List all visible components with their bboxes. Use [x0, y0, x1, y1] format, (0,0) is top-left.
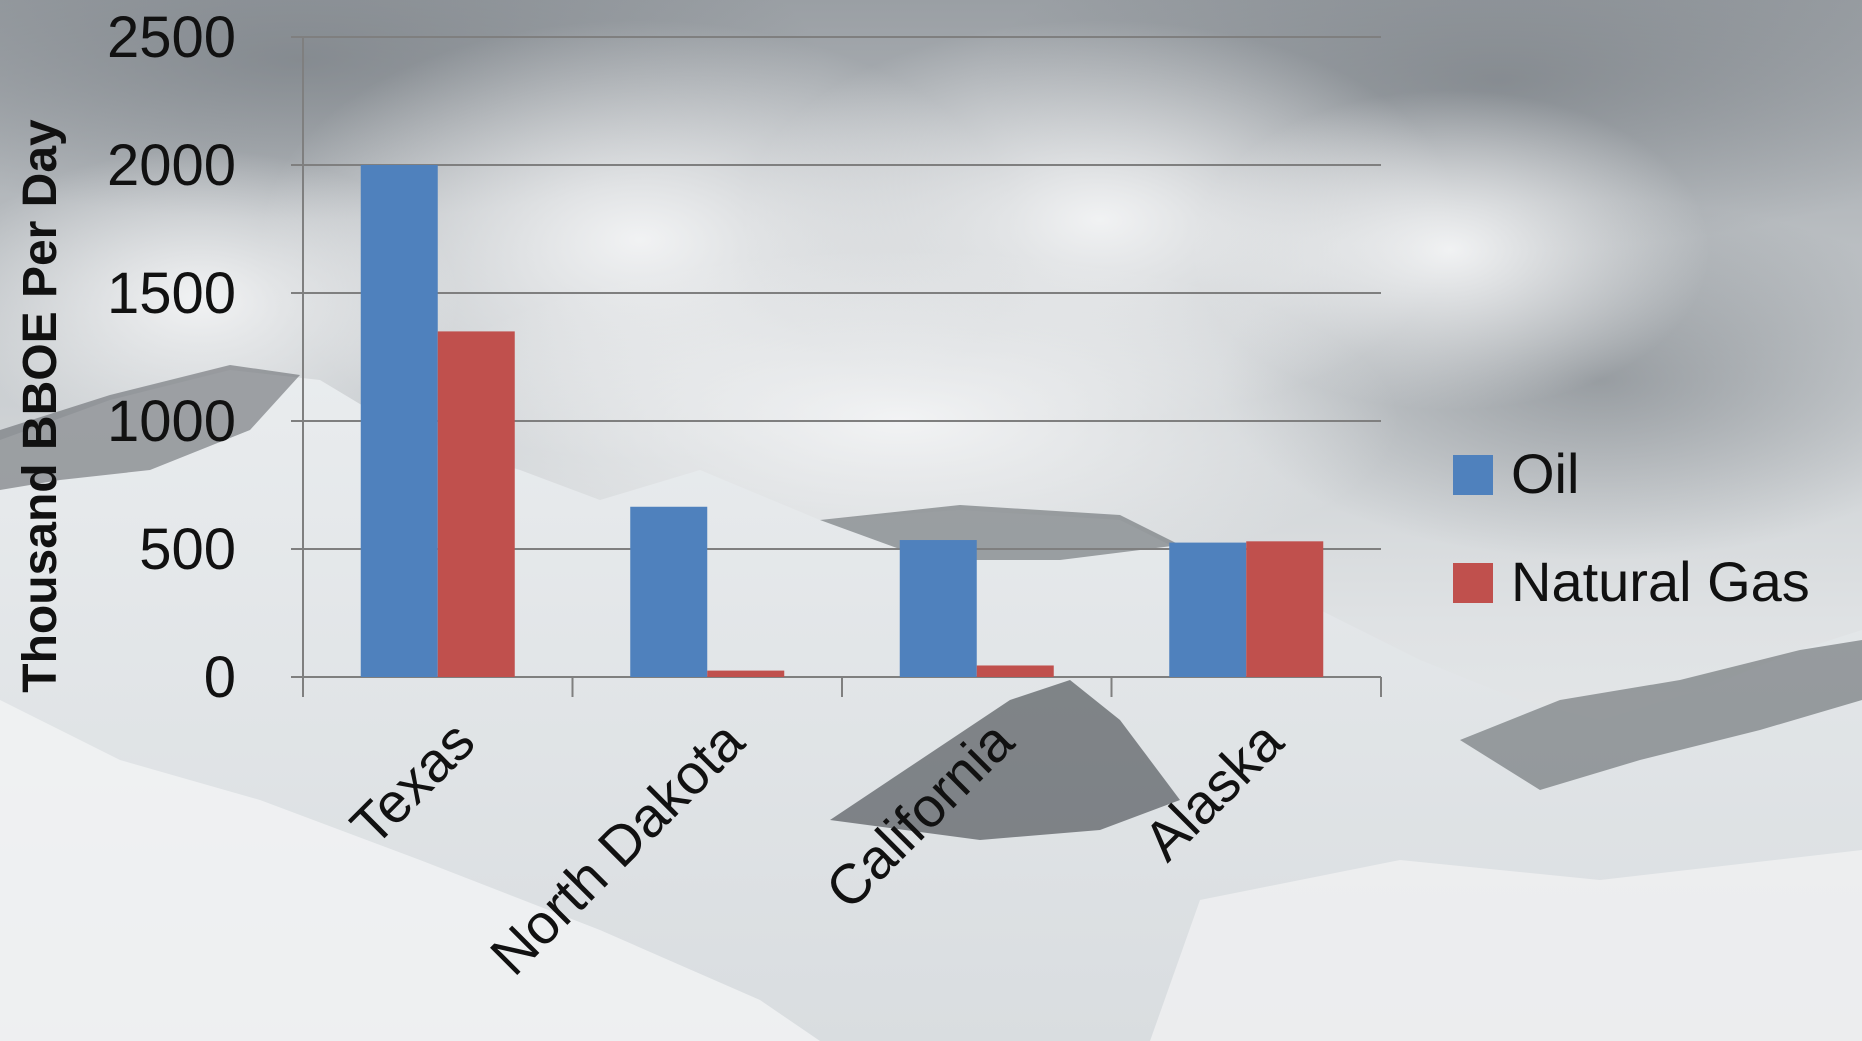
- bars: [360, 165, 1324, 677]
- y-tick-label-4: 2000: [107, 133, 236, 198]
- bar-texas-oil: [360, 165, 438, 677]
- bar-north-dakota-oil: [630, 506, 708, 677]
- y-axis-label: Thousand BBOE Per Day: [14, 119, 67, 693]
- bar-alaska-natural-gas: [1246, 541, 1324, 677]
- legend-label-natural-gas: Natural Gas: [1511, 550, 1810, 613]
- legend: Oil Natural Gas: [1453, 442, 1810, 613]
- bar-north-dakota-natural-gas: [707, 670, 785, 677]
- x-category-label-1: North Dakota: [478, 708, 756, 986]
- y-tick-label-2: 1000: [107, 389, 236, 454]
- y-tick-label-0: 0: [204, 645, 236, 710]
- x-category-label-2: California: [813, 708, 1025, 920]
- bar-alaska-oil: [1169, 542, 1247, 677]
- y-tick-label-3: 1500: [107, 261, 236, 326]
- x-category-label-3: Alaska: [1131, 708, 1295, 872]
- y-tick-label-5: 2500: [107, 5, 236, 70]
- legend-swatch-oil: [1453, 455, 1493, 495]
- x-category-label-0: Texas: [338, 709, 486, 857]
- bar-texas-natural-gas: [437, 331, 515, 677]
- legend-swatch-natural-gas: [1453, 563, 1493, 603]
- bar-california-oil: [899, 540, 977, 677]
- legend-label-oil: Oil: [1511, 442, 1579, 505]
- bar-california-natural-gas: [976, 665, 1054, 677]
- y-tick-label-1: 500: [139, 517, 236, 582]
